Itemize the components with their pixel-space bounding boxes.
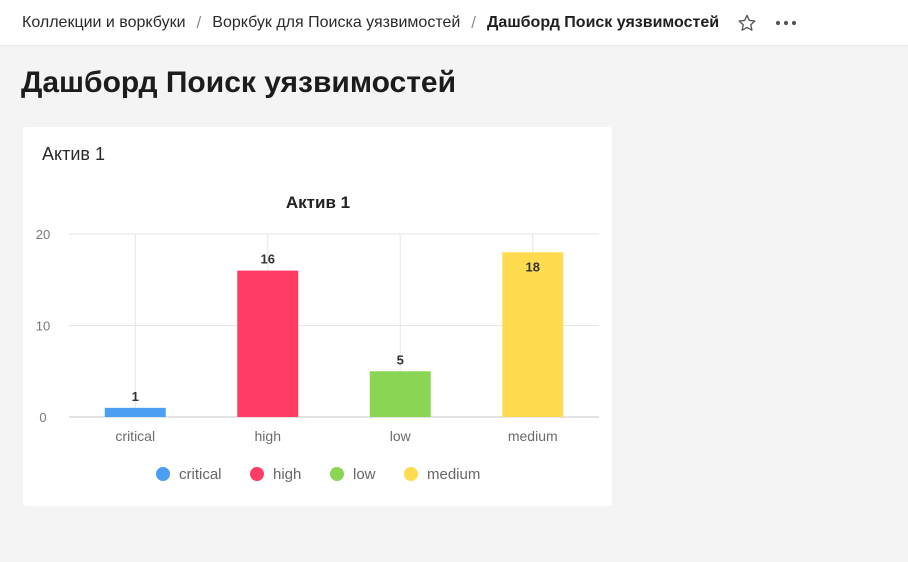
bar-low: [369, 371, 431, 417]
breadcrumb-workbook[interactable]: Воркбук для Поиска уязвимостей: [212, 13, 461, 31]
breadcrumb-collections[interactable]: Коллекции и воркбуки: [22, 13, 186, 31]
legend-item: medium: [427, 466, 480, 483]
bar-chart: Актив 1 0 10 20 1 critical 16 high 5 low 18 medium c…: [36, 193, 599, 483]
bar-high: [237, 270, 299, 417]
chart-widget: Актив 1 Актив 1 0 10 20 1 critical 16 high 5 low 1…: [23, 127, 612, 506]
widget-title: Актив 1: [42, 144, 105, 164]
legend-marker: [404, 467, 418, 481]
more-button[interactable]: [773, 11, 799, 35]
y-tick-label: 0: [39, 410, 46, 425]
legend-item: low: [353, 466, 376, 483]
legend-marker: [330, 467, 344, 481]
x-tick-label: high: [255, 428, 281, 444]
legend-marker: [156, 467, 170, 481]
chart-title: Актив 1: [286, 193, 350, 212]
data-label: 1: [132, 389, 139, 404]
legend-marker: [250, 467, 264, 481]
star-icon: [738, 14, 756, 31]
breadcrumb-separator: /: [471, 12, 477, 32]
legend-item: critical: [179, 466, 222, 483]
favorite-button[interactable]: [735, 11, 759, 35]
x-tick-label: low: [390, 428, 412, 444]
x-tick-label: medium: [508, 428, 558, 444]
x-tick-label: critical: [115, 428, 155, 444]
legend-item: high: [273, 466, 301, 483]
data-label: 16: [261, 252, 275, 267]
breadcrumb-separator: /: [196, 12, 202, 32]
bar-critical: [104, 407, 166, 417]
header-bar: Коллекции и воркбуки / Воркбук для Поиск…: [0, 0, 908, 46]
y-tick-label: 20: [36, 227, 50, 242]
page-title: Дашборд Поиск уязвимостей: [21, 66, 457, 99]
breadcrumb-dashboard: Дашборд Поиск уязвимостей: [487, 13, 720, 31]
data-label: 5: [397, 352, 404, 367]
more-horizontal-icon: [775, 20, 797, 25]
y-tick-label: 10: [36, 319, 50, 334]
data-label: 18: [526, 259, 540, 274]
bar-medium: [502, 252, 564, 417]
